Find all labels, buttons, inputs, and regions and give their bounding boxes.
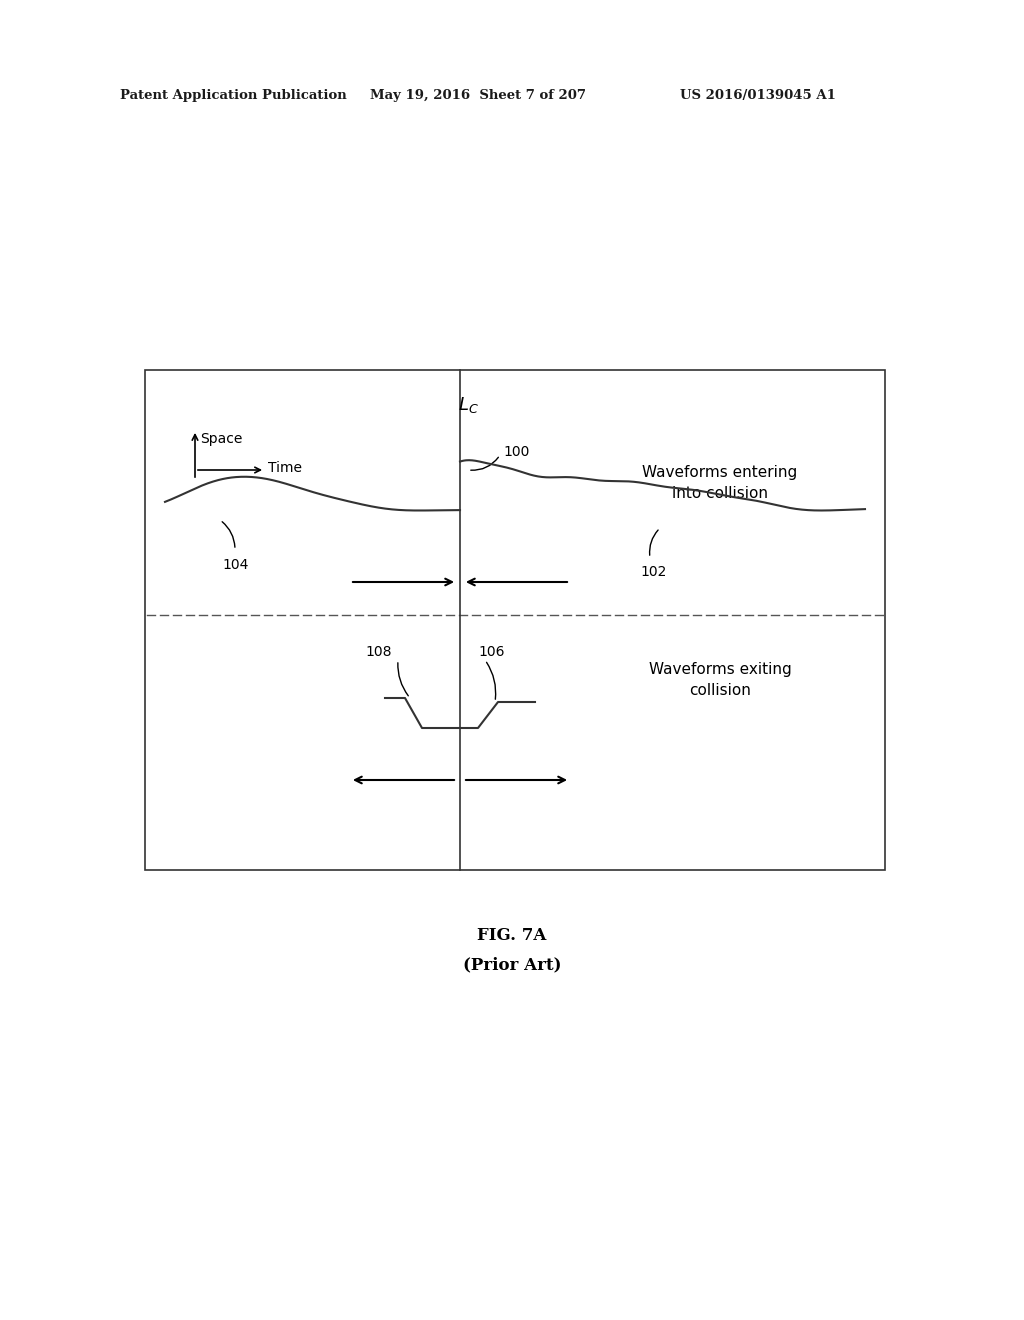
Bar bbox=[145, 370, 885, 870]
Text: Space: Space bbox=[200, 432, 243, 446]
Text: Waveforms exiting
collision: Waveforms exiting collision bbox=[648, 663, 792, 698]
Text: 108: 108 bbox=[365, 645, 391, 659]
Text: 106: 106 bbox=[478, 645, 505, 659]
Text: US 2016/0139045 A1: US 2016/0139045 A1 bbox=[680, 88, 836, 102]
Text: 102: 102 bbox=[640, 565, 667, 579]
Text: Waveforms entering
into collision: Waveforms entering into collision bbox=[642, 465, 798, 502]
Text: $L_C$: $L_C$ bbox=[458, 395, 479, 414]
Text: May 19, 2016  Sheet 7 of 207: May 19, 2016 Sheet 7 of 207 bbox=[370, 88, 586, 102]
Text: Patent Application Publication: Patent Application Publication bbox=[120, 88, 347, 102]
Text: 104: 104 bbox=[222, 558, 249, 572]
Text: 100: 100 bbox=[503, 445, 529, 459]
Text: Time: Time bbox=[268, 461, 302, 475]
Text: (Prior Art): (Prior Art) bbox=[463, 957, 561, 974]
Text: FIG. 7A: FIG. 7A bbox=[477, 927, 547, 944]
